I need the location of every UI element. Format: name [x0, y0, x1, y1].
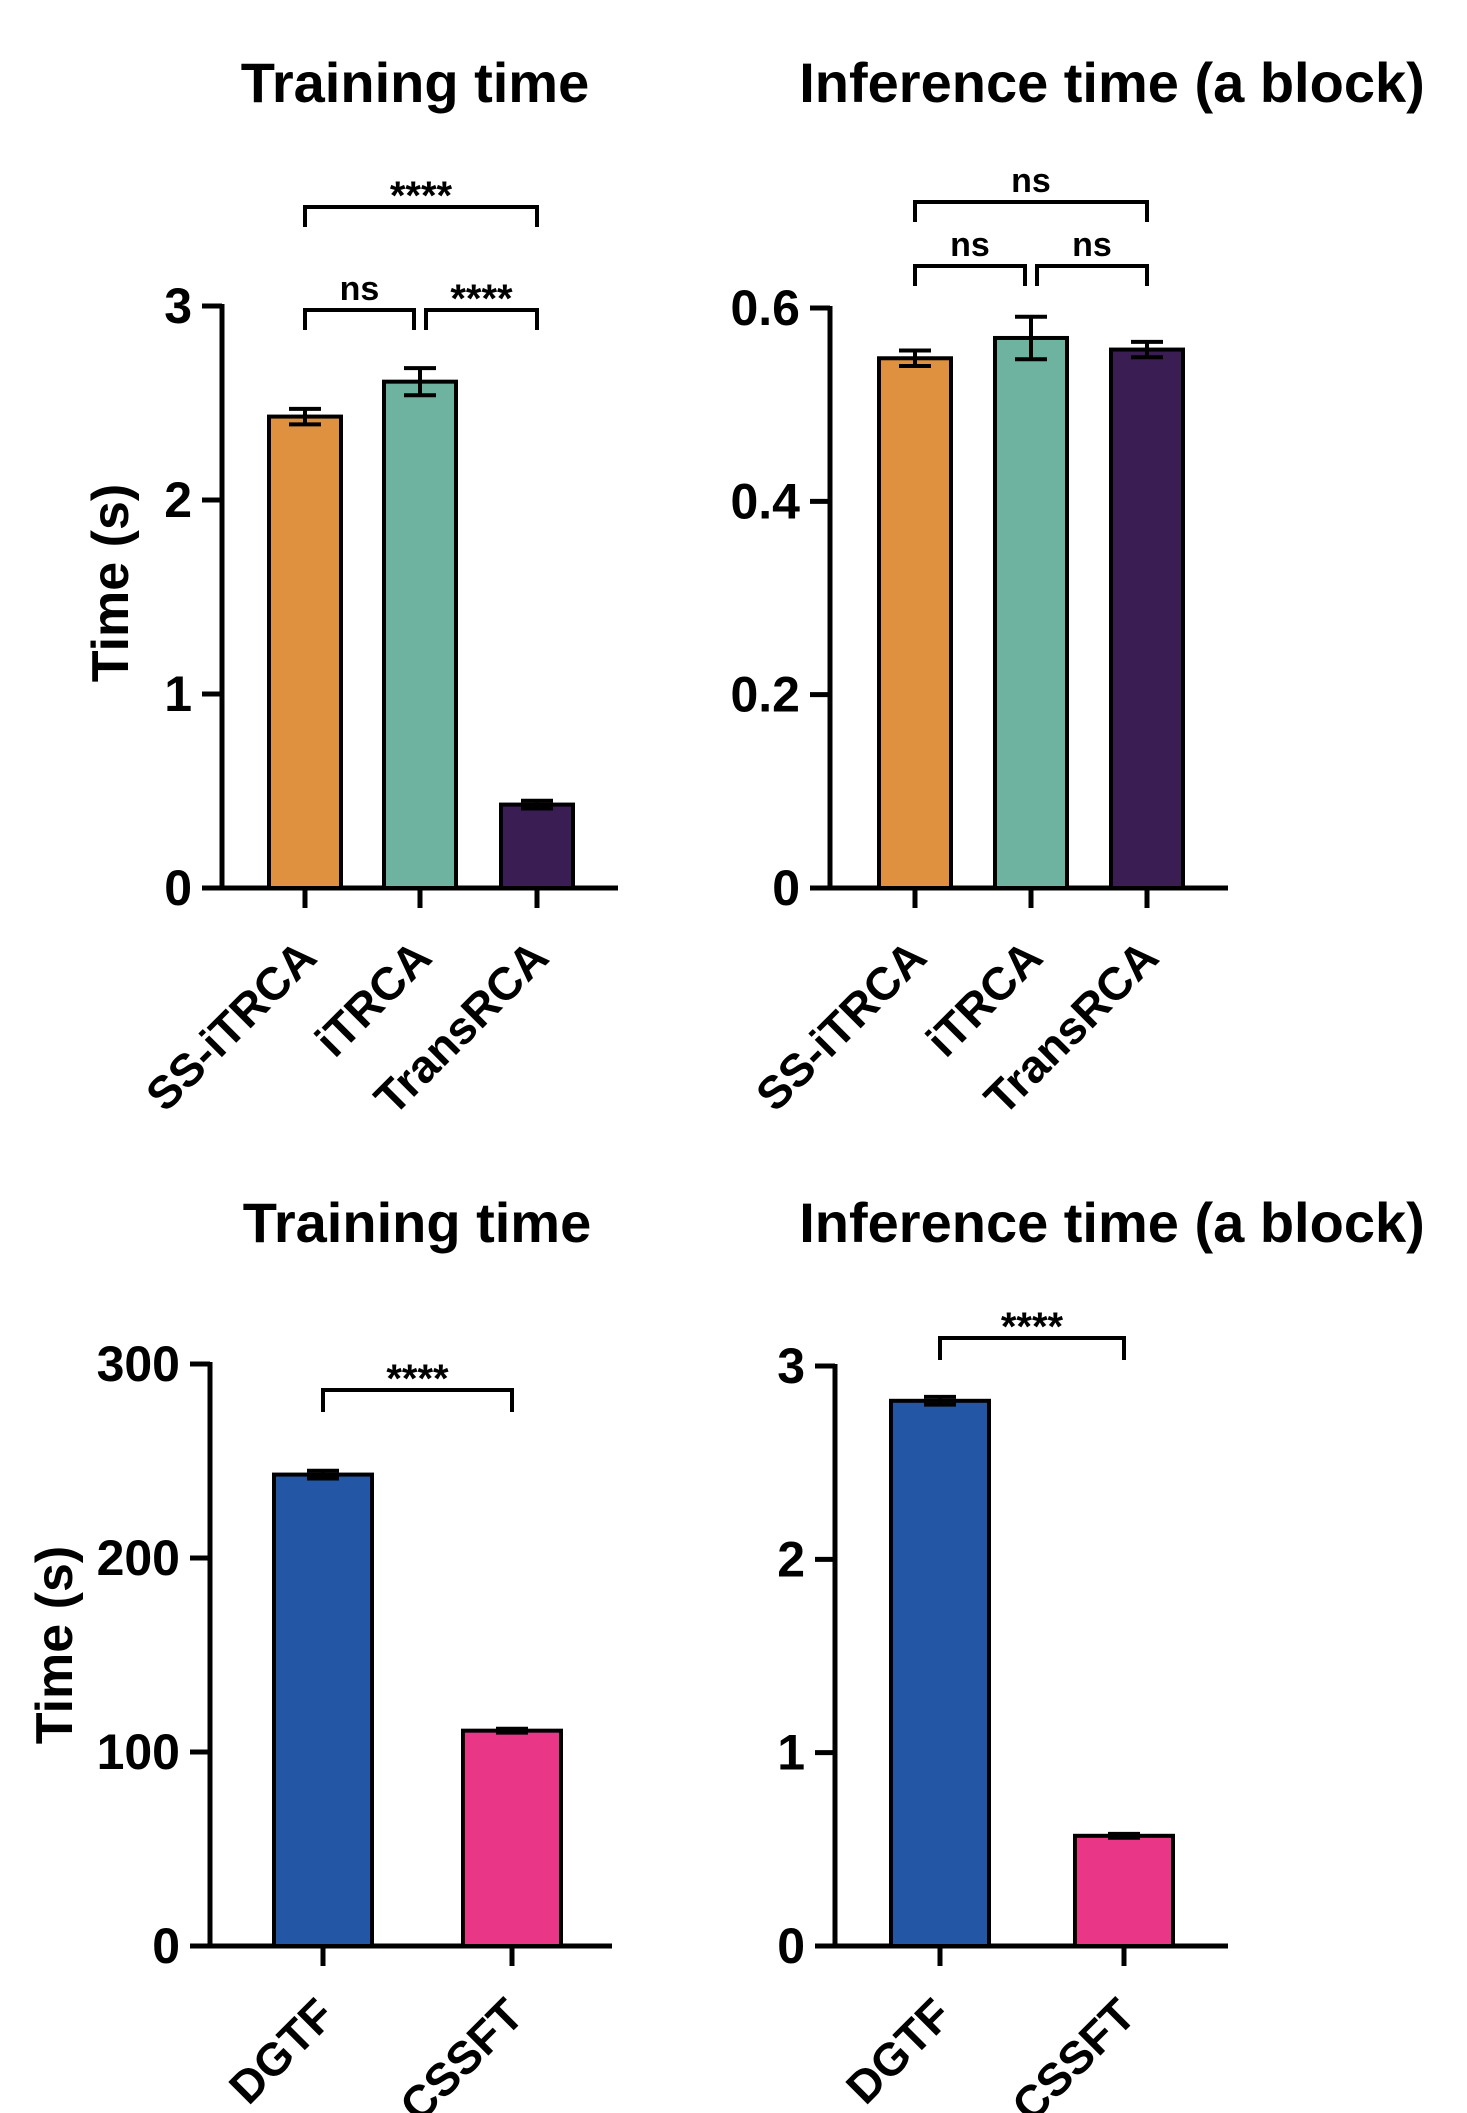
- significance-label: ns: [1072, 226, 1112, 264]
- bar: [382, 379, 458, 890]
- y-tick-label: 1: [777, 1725, 805, 1781]
- significance-label: ****: [450, 277, 513, 321]
- y-tick-label: 100: [97, 1724, 180, 1780]
- significance-label: ns: [340, 270, 380, 308]
- y-tick-label: 0: [164, 860, 192, 916]
- y-axis-label: Time (s): [82, 484, 140, 682]
- significance-bracket: [913, 264, 1027, 286]
- y-tick-label: 0.6: [730, 280, 800, 336]
- bar: [889, 1398, 991, 1949]
- bar: [267, 414, 343, 890]
- y-tick-label: 0: [777, 1918, 805, 1974]
- x-tick-label: DGTF: [219, 1988, 344, 2113]
- significance-label: ****: [390, 174, 453, 218]
- bar: [1073, 1833, 1175, 1949]
- chart-title: Training time: [243, 1191, 592, 1254]
- x-tick-label: SS-iTRCA: [136, 930, 326, 1120]
- y-tick-label: 200: [97, 1530, 180, 1586]
- y-tick-label: 300: [97, 1336, 180, 1392]
- x-tick-label: DGTF: [836, 1988, 961, 2113]
- chart-marks: 0 100 200 300 DGTF CSSFT ****: [97, 1336, 612, 2113]
- significance-bracket: [303, 308, 416, 330]
- y-tick-label: 1: [164, 666, 192, 722]
- chart-panel-top-left: Training time Time (s) 0123SS-iTRCAiTRCA…: [82, 51, 618, 1124]
- significance-label: ****: [386, 1357, 449, 1401]
- y-tick-label: 2: [777, 1531, 805, 1587]
- bar: [993, 335, 1069, 890]
- y-tick-label: 3: [777, 1338, 805, 1394]
- significance-bracket: [424, 308, 539, 330]
- y-tick-label: 2: [164, 472, 192, 528]
- y-axis-label: Time (s): [26, 1546, 84, 1744]
- y-tick-label: 0: [772, 860, 800, 916]
- bar: [877, 356, 953, 890]
- chart-panel-top-right: Inference time (a block) 0 0.2 0.4 0.6 SS-iT…: [730, 51, 1424, 1124]
- bar: [499, 802, 575, 891]
- y-tick-label: 0: [152, 1918, 180, 1974]
- significance-label: ns: [950, 226, 990, 264]
- y-tick-label: 0.4: [730, 473, 800, 529]
- bar: [1109, 347, 1185, 891]
- chart-panel-bottom-left: Training time Time (s) 0 100 200 300 DGTF CSS…: [26, 1191, 612, 2113]
- chart-title: Inference time (a block): [799, 51, 1425, 114]
- significance-bracket: [321, 1388, 514, 1412]
- chart-title: Training time: [241, 51, 590, 114]
- significance-bracket: [913, 200, 1149, 222]
- y-tick-label: 0.2: [730, 667, 800, 723]
- significance-bracket: [1035, 264, 1149, 286]
- significance-label: ****: [1001, 1305, 1064, 1349]
- chart-title: Inference time (a block): [799, 1191, 1425, 1254]
- y-tick-label: 3: [164, 278, 192, 334]
- chart-panel-bottom-right: Inference time (a block) 0 1 2 3 DGTF CSSFT **…: [777, 1191, 1425, 2113]
- chart-marks: 0 1 2 3 DGTF CSSFT ****: [777, 1305, 1228, 2113]
- significance-bracket: [938, 1336, 1126, 1360]
- significance-label: ns: [1011, 162, 1051, 200]
- bar: [272, 1472, 374, 1948]
- x-tick-label: CSSFT: [1002, 1988, 1145, 2113]
- bar: [461, 1728, 563, 1949]
- x-tick-label: SS-iTRCA: [746, 930, 936, 1120]
- x-tick-label: CSSFT: [390, 1988, 533, 2113]
- significance-bracket: [303, 205, 539, 227]
